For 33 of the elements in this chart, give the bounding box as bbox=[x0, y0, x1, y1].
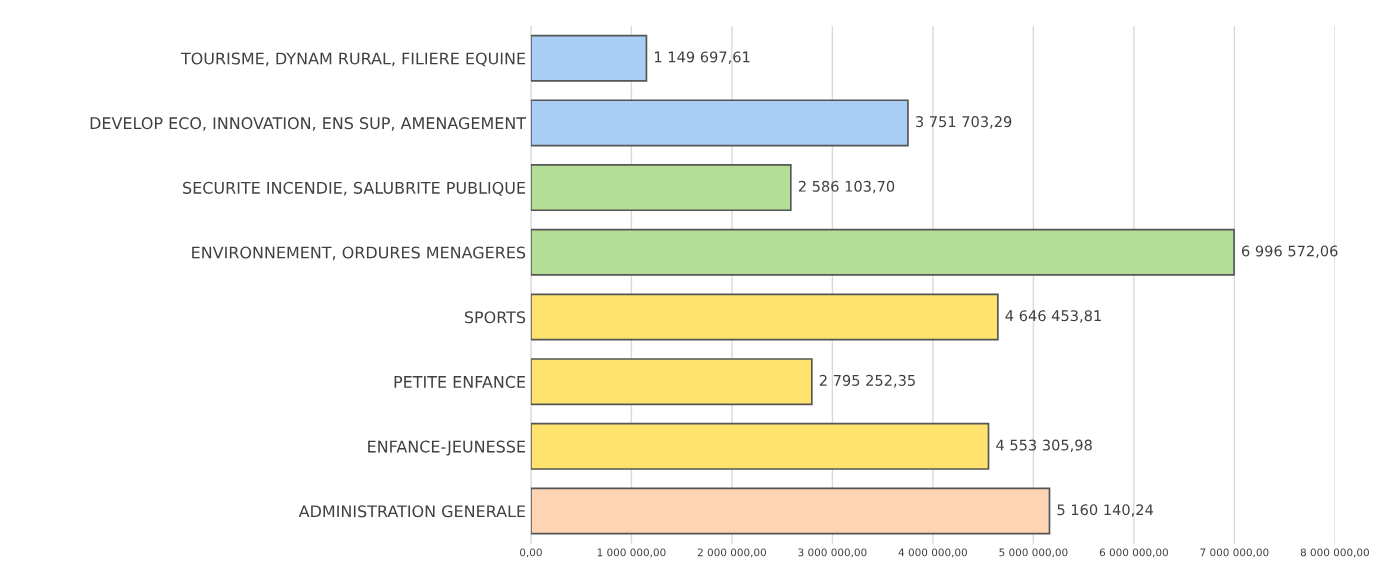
data-label: 2 586 103,70 bbox=[798, 180, 895, 194]
x-tick-label: 6 000 000,00 bbox=[1099, 548, 1168, 558]
bar bbox=[530, 164, 792, 212]
bar bbox=[530, 422, 990, 470]
data-label: 5 160 140,24 bbox=[1057, 504, 1154, 517]
x-tick-label: 7 000 000,00 bbox=[1200, 548, 1269, 558]
x-tick-label: 8 000 000,00 bbox=[1300, 548, 1369, 558]
y-tick-label: ENVIRONNEMENT, ORDURES MENAGERES bbox=[192, 246, 526, 261]
x-tick-label: 5 000 000,00 bbox=[999, 548, 1068, 558]
y-tick-label: TOURISME, DYNAM RURAL, FILIERE EQUINE bbox=[180, 52, 526, 67]
bar bbox=[530, 34, 648, 82]
bar bbox=[530, 99, 909, 147]
data-label: 1 149 697,61 bbox=[655, 51, 750, 64]
bar bbox=[530, 293, 999, 341]
y-tick-label: DEVELOP ECO, INNOVATION, ENS SUP, AMENAGEMENT bbox=[90, 117, 527, 131]
y-tick-label: ENFANCE-JEUNESSE bbox=[368, 440, 526, 456]
x-tick-label: 4 000 000,00 bbox=[898, 548, 967, 558]
bar bbox=[530, 487, 1051, 535]
x-tick-label: 1 000 000,00 bbox=[597, 548, 666, 558]
bar bbox=[530, 358, 813, 406]
data-label: 6 996 572,06 bbox=[1242, 245, 1338, 258]
data-label: 4 646 453,81 bbox=[1005, 310, 1101, 323]
x-tick-label: 3 000 000,00 bbox=[798, 548, 867, 558]
bar bbox=[530, 228, 1235, 276]
y-tick-label: SECURITE INCENDIE, SALUBRITE PUBLIQUE bbox=[183, 181, 526, 196]
data-label: 3 751 703,29 bbox=[916, 116, 1012, 129]
y-tick-label: PETITE ENFANCE bbox=[394, 375, 526, 388]
data-label: 2 795 252,35 bbox=[819, 374, 915, 388]
y-tick-label: SPORTS bbox=[464, 311, 526, 324]
x-tick-label: 2 000 000,00 bbox=[697, 548, 766, 558]
x-tick-label: 0,00 bbox=[520, 548, 542, 558]
data-label: 4 553 305,98 bbox=[996, 439, 1092, 453]
y-tick-label: ADMINISTRATION GENERALE bbox=[298, 505, 526, 518]
